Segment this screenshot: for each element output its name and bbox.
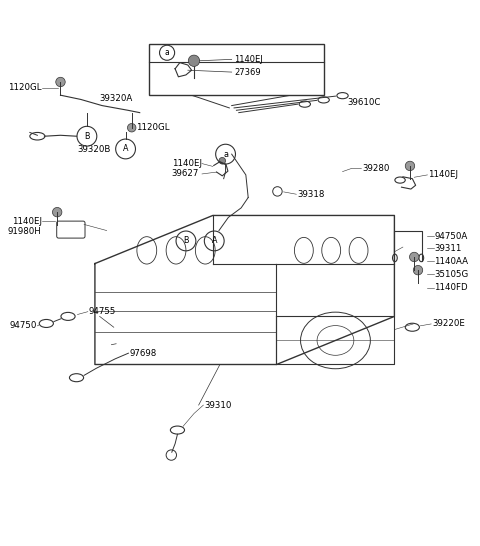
- Text: 1140EJ: 1140EJ: [172, 159, 202, 168]
- Circle shape: [56, 78, 65, 87]
- Text: 91980H: 91980H: [8, 228, 42, 236]
- Text: B: B: [84, 132, 90, 141]
- Circle shape: [128, 123, 136, 132]
- FancyBboxPatch shape: [149, 44, 324, 94]
- Text: 27369: 27369: [234, 68, 261, 76]
- Circle shape: [409, 252, 419, 262]
- Circle shape: [405, 161, 415, 171]
- Circle shape: [52, 207, 62, 217]
- Text: 1120GL: 1120GL: [136, 123, 170, 132]
- Text: 39318: 39318: [297, 190, 324, 199]
- Text: 39627: 39627: [172, 169, 199, 179]
- Text: 39320A: 39320A: [100, 94, 133, 103]
- Text: 1140FD: 1140FD: [434, 283, 468, 292]
- Text: a: a: [165, 48, 169, 57]
- Text: 39610C: 39610C: [347, 98, 381, 107]
- Text: 39280: 39280: [362, 164, 390, 173]
- Circle shape: [413, 265, 423, 275]
- Circle shape: [219, 157, 226, 164]
- Text: 94750A: 94750A: [434, 232, 468, 241]
- Text: 94750: 94750: [10, 322, 37, 330]
- Text: 1140AA: 1140AA: [434, 257, 468, 266]
- Text: 1140EJ: 1140EJ: [12, 217, 42, 225]
- Text: 39320B: 39320B: [77, 145, 111, 154]
- Text: 1140EJ: 1140EJ: [428, 170, 458, 180]
- Text: 39310: 39310: [205, 401, 232, 410]
- Text: 1140EJ: 1140EJ: [234, 55, 263, 64]
- Text: B: B: [183, 236, 189, 246]
- Text: 1120GL: 1120GL: [8, 83, 42, 92]
- Text: 97698: 97698: [129, 349, 156, 358]
- Text: 39220E: 39220E: [432, 319, 465, 329]
- Circle shape: [188, 55, 200, 67]
- Text: 35105G: 35105G: [434, 270, 469, 279]
- Text: A: A: [212, 236, 217, 246]
- Text: A: A: [123, 145, 128, 153]
- Text: 39311: 39311: [434, 244, 462, 252]
- Text: a: a: [223, 150, 228, 159]
- Text: 94755: 94755: [89, 307, 116, 316]
